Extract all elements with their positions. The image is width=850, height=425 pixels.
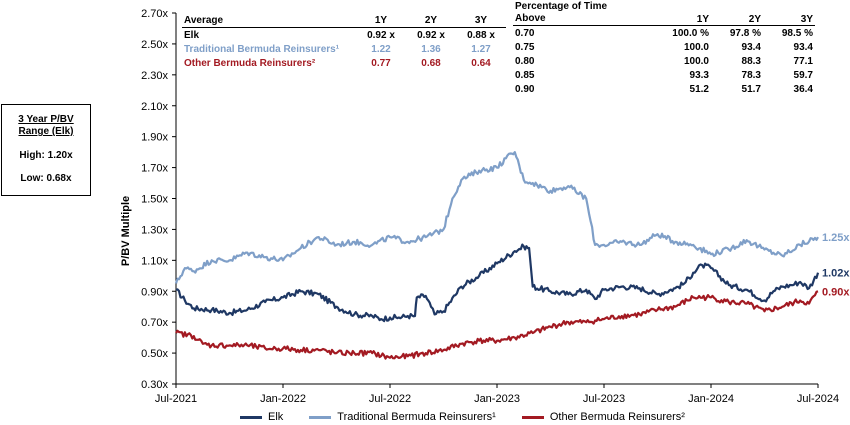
percentage-row-1y: 100.0: [683, 55, 709, 67]
x-tick-label: Jan-2024: [688, 393, 734, 405]
percentage-row-1y: 51.2: [689, 83, 709, 95]
average-row-1y: 1.22: [371, 43, 391, 55]
percentage-row-3y: 59.7: [793, 69, 813, 81]
x-axis: Jul-2021 Jan-2022 Jul-2022 Jan-2023 Jul-2023…: [155, 383, 839, 405]
y-tick-label: 2.10x: [141, 101, 168, 113]
percentage-row-2y: 93.4: [741, 41, 761, 53]
series-line-traditional: [174, 151, 819, 284]
percentage-header-label: Percentage of Time Above: [513, 1, 635, 26]
series-line-elk: [175, 243, 820, 323]
y-tick-label: 0.50x: [141, 348, 168, 360]
y-tick-label: 0.70x: [141, 317, 168, 329]
average-row-3y: 0.88 x: [467, 29, 495, 41]
percentage-row-1y: 93.3: [689, 69, 709, 81]
average-header-1y: 1Y: [356, 13, 406, 28]
chart-legend: Elk Traditional Bermuda Reinsurers¹ Othe…: [240, 411, 711, 423]
average-row-name: Other Bermuda Reinsurers²: [184, 57, 316, 69]
percentage-row: 0.90 51.2 51.7 36.4: [513, 82, 815, 96]
percentage-row-2y: 88.3: [741, 55, 761, 67]
percentage-row-1y: 100.0 %: [672, 27, 709, 39]
percentage-row-threshold: 0.90: [515, 83, 535, 95]
average-table: Average 1Y 2Y 3Y Elk 0.92 x 0.92 x 0.88 …: [182, 13, 506, 70]
average-header-2y: 2Y: [406, 13, 456, 28]
series-line-other: [175, 290, 819, 360]
end-label-elk: 1.02x: [822, 268, 850, 280]
percentage-row: 0.70 100.0 % 97.8 % 98.5 %: [513, 26, 815, 41]
series-lines: [174, 151, 820, 360]
percentage-header-3y: 3Y: [763, 1, 815, 26]
legend-label-traditional: Traditional Bermuda Reinsurers¹: [337, 411, 496, 423]
range-box-high: High: 1.20x: [19, 150, 73, 161]
percentage-row-3y: 77.1: [793, 55, 813, 67]
end-label-traditional: 1.25x: [822, 232, 850, 244]
average-row-2y: 1.36: [421, 43, 441, 55]
average-header-3y: 3Y: [456, 13, 506, 28]
y-tick-label: 1.70x: [141, 163, 168, 175]
percentage-row: 0.80 100.0 88.3 77.1: [513, 54, 815, 68]
average-row-2y: 0.68: [421, 57, 441, 69]
x-tick-label: Jan-2022: [260, 393, 306, 405]
range-box-low: Low: 0.68x: [20, 173, 72, 184]
percentage-row: 0.75 100.0 93.4 93.4: [513, 40, 815, 54]
y-tick-label: 0.90x: [141, 286, 168, 298]
y-tick-label: 2.50x: [141, 39, 168, 51]
legend-swatch-traditional: [309, 415, 332, 419]
percentage-row-threshold: 0.80: [515, 55, 535, 67]
average-row-1y: 0.77: [371, 57, 391, 69]
y-tick-label: 1.50x: [141, 194, 168, 206]
average-row-name: Traditional Bermuda Reinsurers¹: [184, 43, 340, 55]
average-table-header: Average 1Y 2Y 3Y: [182, 13, 506, 28]
average-row-traditional: Traditional Bermuda Reinsurers¹ 1.22 1.3…: [182, 42, 506, 56]
y-tick-label: 1.30x: [141, 224, 168, 236]
y-tick-label: 2.70x: [141, 8, 168, 20]
x-tick-label: Jan-2023: [474, 393, 520, 405]
y-axis-label: P/BV Multiple: [120, 196, 132, 266]
percentage-row-2y: 97.8 %: [729, 27, 761, 39]
x-tick-label: Jul-2023: [583, 393, 625, 405]
legend-label-other: Other Bermuda Reinsurers²: [549, 411, 685, 423]
x-tick-label: Jul-2022: [369, 393, 411, 405]
y-tick-label: 1.10x: [141, 255, 168, 267]
average-row-other: Other Bermuda Reinsurers² 0.77 0.68 0.64: [182, 56, 506, 70]
percentage-row-threshold: 0.75: [515, 41, 535, 53]
average-header-label: Average: [182, 13, 356, 28]
y-tick-label: 0.30x: [141, 379, 168, 391]
x-tick-label: Jul-2024: [797, 393, 839, 405]
average-row-2y: 0.92 x: [417, 29, 445, 41]
y-tick-label: 1.90x: [141, 132, 168, 144]
y-axis: 0.30x 0.50x 0.70x 0.90x 1.10x 1.30x 1.50x 1.70x…: [141, 8, 177, 391]
average-row-elk: Elk 0.92 x 0.92 x 0.88 x: [182, 28, 506, 43]
percentage-row-threshold: 0.85: [515, 69, 535, 81]
end-label-other: 0.90x: [822, 286, 850, 298]
legend-item-elk: Elk: [240, 411, 283, 423]
percentage-header-1y: 1Y: [635, 1, 711, 26]
x-tick-label: Jul-2021: [155, 393, 197, 405]
legend-swatch-other: [521, 415, 544, 419]
legend-item-traditional: Traditional Bermuda Reinsurers¹: [309, 411, 496, 423]
percentage-row-3y: 36.4: [793, 83, 813, 95]
percentage-row-threshold: 0.70: [515, 27, 535, 39]
average-row-3y: 1.27: [471, 43, 491, 55]
end-labels: 1.25x 0.90x 1.02x: [822, 232, 850, 298]
average-row-1y: 0.92 x: [367, 29, 395, 41]
legend-swatch-elk: [240, 415, 262, 419]
legend-item-other: Other Bermuda Reinsurers²: [521, 411, 685, 423]
percentage-row-1y: 100.0: [683, 41, 709, 53]
y-tick-label: 2.30x: [141, 70, 168, 82]
percentage-row: 0.85 93.3 78.3 59.7: [513, 68, 815, 82]
percentage-row-2y: 51.7: [741, 83, 761, 95]
percentage-row-2y: 78.3: [741, 69, 761, 81]
average-row-name: Elk: [184, 29, 200, 41]
percentage-table-header: Percentage of Time Above 1Y 2Y 3Y: [513, 1, 815, 26]
percentage-header-2y: 2Y: [711, 1, 763, 26]
range-box-title: 3 Year P/BV Range (Elk): [18, 114, 74, 137]
range-box: 3 Year P/BV Range (Elk) High: 1.20x Low:…: [1, 104, 91, 196]
percentage-table: Percentage of Time Above 1Y 2Y 3Y 0.70 1…: [513, 1, 815, 96]
percentage-row-3y: 98.5 %: [781, 27, 813, 39]
legend-label-elk: Elk: [268, 411, 284, 423]
percentage-row-3y: 93.4: [793, 41, 813, 53]
average-row-3y: 0.64: [471, 57, 491, 69]
